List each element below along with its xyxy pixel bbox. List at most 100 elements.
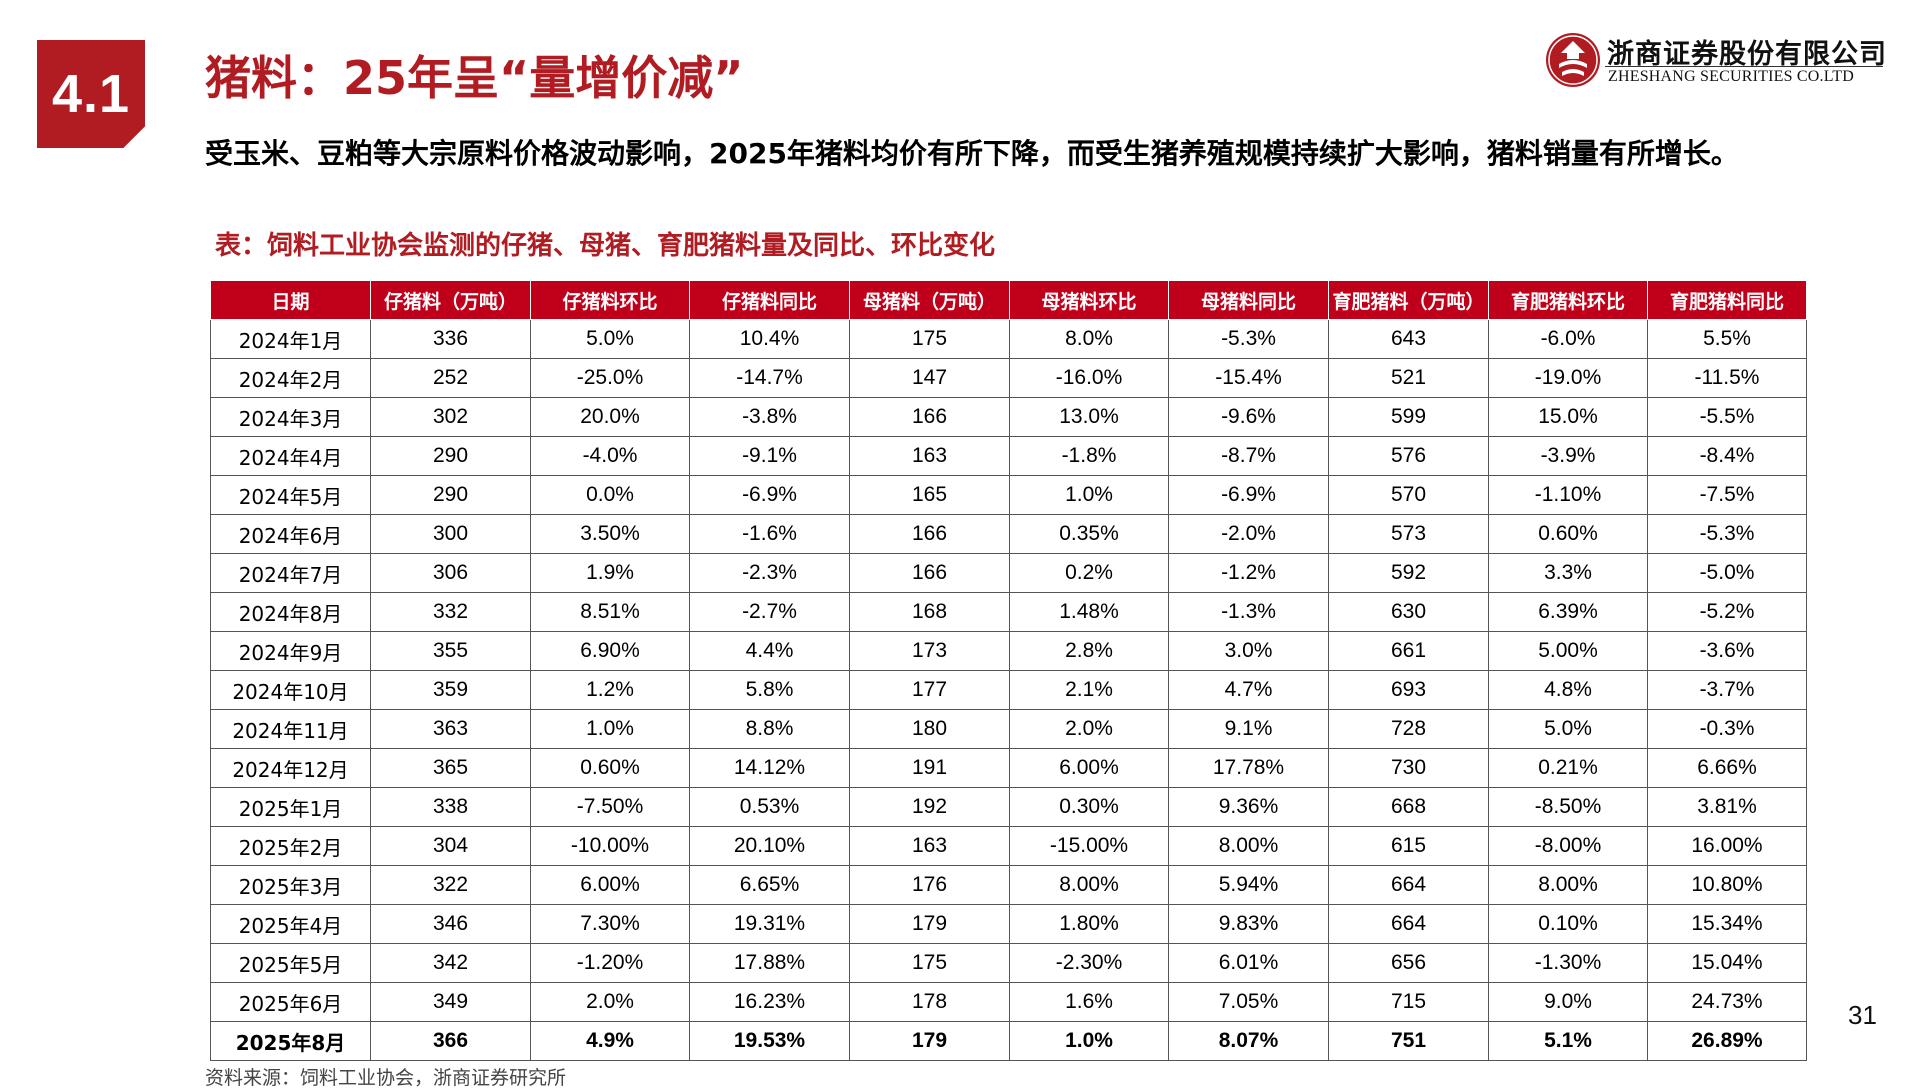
header-finishing-yoy: 育肥猪料同比 <box>1647 280 1807 320</box>
table-cell: -1.10% <box>1488 475 1648 515</box>
table-cell: 1.0% <box>530 709 690 749</box>
table-cell: 166 <box>849 553 1010 593</box>
header-date: 日期 <box>210 280 371 320</box>
table-row: 2024年5月 290 0.0% -6.9% 165 1.0% -6.9% 570 -1.10%… <box>210 475 1807 515</box>
table-cell: -5.0% <box>1647 553 1807 593</box>
table-row: 2025年4月 346 7.30% 19.31% 179 1.80% 9.83% 664 0.1… <box>210 904 1807 944</box>
table-cell: -3.8% <box>689 397 850 437</box>
table-cell: -9.1% <box>689 436 850 476</box>
table-cell: 15.34% <box>1647 904 1807 944</box>
table-cell: 24.73% <box>1647 982 1807 1022</box>
table-cell: 366 <box>370 1021 531 1061</box>
table-row: 2024年9月 355 6.90% 4.4% 173 2.8% 3.0% 661 5.00% -3… <box>210 631 1807 671</box>
table-cell: 6.66% <box>1647 748 1807 788</box>
table-row: 2025年2月 304 -10.00% 20.10% 163 -15.00% 8.00% 61… <box>210 826 1807 866</box>
table-cell: 728 <box>1328 709 1489 749</box>
table-cell: -8.50% <box>1488 787 1648 827</box>
table-row: 2024年10月 359 1.2% 5.8% 177 2.1% 4.7% 693 4.8% -3.… <box>210 670 1807 710</box>
logo-name-cn: 浙商证券股份有限公司 <box>1607 39 1887 70</box>
table-cell-date: 2024年9月 <box>210 631 371 671</box>
table-cell: 180 <box>849 709 1010 749</box>
table-cell: 4.7% <box>1168 670 1329 710</box>
table-cell: -15.4% <box>1168 358 1329 398</box>
table-cell: 163 <box>849 826 1010 866</box>
table-cell: 179 <box>849 1021 1010 1061</box>
table-cell: 8.00% <box>1009 865 1169 905</box>
table-cell: -1.3% <box>1168 592 1329 632</box>
table-cell: -8.7% <box>1168 436 1329 476</box>
company-logo: 浙商证券股份有限公司 ZHESHANG SECURITIES CO.LTD <box>1545 30 1887 90</box>
table-header-row: 日期 仔猪料（万吨） 仔猪料环比 仔猪料同比 母猪料（万吨） 母猪料环比 母猪料… <box>210 280 1807 320</box>
table-cell: 8.00% <box>1168 826 1329 866</box>
table-cell: 363 <box>370 709 531 749</box>
table-cell: 5.8% <box>689 670 850 710</box>
table-cell: 166 <box>849 397 1010 437</box>
header-piglet-yoy: 仔猪料同比 <box>689 280 850 320</box>
table-cell: 302 <box>370 397 531 437</box>
table-cell-date: 2024年11月 <box>210 709 371 749</box>
table-cell: 6.39% <box>1488 592 1648 632</box>
table-cell: -1.2% <box>1168 553 1329 593</box>
table-row: 2024年7月 306 1.9% -2.3% 166 0.2% -1.2% 592 3.3% -5… <box>210 553 1807 593</box>
table-cell: 6.01% <box>1168 943 1329 983</box>
table-cell: -9.6% <box>1168 397 1329 437</box>
table-cell: 0.10% <box>1488 904 1648 944</box>
table-cell-date: 2024年1月 <box>210 319 371 359</box>
table-cell: -14.7% <box>689 358 850 398</box>
table-cell-date: 2024年8月 <box>210 592 371 632</box>
table-cell: 630 <box>1328 592 1489 632</box>
table-cell: 2.0% <box>1009 709 1169 749</box>
table-cell: -6.0% <box>1488 319 1648 359</box>
table-cell-date: 2024年4月 <box>210 436 371 476</box>
table-cell: 664 <box>1328 865 1489 905</box>
table-cell: 5.5% <box>1647 319 1807 359</box>
table-cell: 9.83% <box>1168 904 1329 944</box>
table-cell: 0.30% <box>1009 787 1169 827</box>
table-cell: 338 <box>370 787 531 827</box>
table-cell: 693 <box>1328 670 1489 710</box>
section-number-badge: 4.1 <box>37 40 145 148</box>
table-cell: 349 <box>370 982 531 1022</box>
table-row: 2025年8月 366 4.9% 19.53% 179 1.0% 8.07% 751 5.1% 2… <box>210 1021 1807 1061</box>
table-cell: -16.0% <box>1009 358 1169 398</box>
table-cell: 1.80% <box>1009 904 1169 944</box>
table-cell: 13.0% <box>1009 397 1169 437</box>
table-cell: 290 <box>370 475 531 515</box>
table-cell: 570 <box>1328 475 1489 515</box>
table-cell: 599 <box>1328 397 1489 437</box>
table-cell: 179 <box>849 904 1010 944</box>
table-cell: -2.3% <box>689 553 850 593</box>
table-cell: 3.0% <box>1168 631 1329 671</box>
table-cell: 2.8% <box>1009 631 1169 671</box>
table-cell: 17.78% <box>1168 748 1329 788</box>
table-cell: 168 <box>849 592 1010 632</box>
table-cell: 19.53% <box>689 1021 850 1061</box>
table-cell: 1.0% <box>1009 1021 1169 1061</box>
table-cell: 2.1% <box>1009 670 1169 710</box>
table-cell: -5.3% <box>1647 514 1807 554</box>
table-cell: 0.2% <box>1009 553 1169 593</box>
table-cell: 163 <box>849 436 1010 476</box>
table-cell: -3.6% <box>1647 631 1807 671</box>
table-cell: 8.07% <box>1168 1021 1329 1061</box>
table-cell: -3.7% <box>1647 670 1807 710</box>
table-cell: 192 <box>849 787 1010 827</box>
table-cell: 4.8% <box>1488 670 1648 710</box>
table-cell-date: 2024年7月 <box>210 553 371 593</box>
table-cell: 1.48% <box>1009 592 1169 632</box>
table-row: 2024年3月 302 20.0% -3.8% 166 13.0% -9.6% 599 15.0… <box>210 397 1807 437</box>
table-cell: 19.31% <box>689 904 850 944</box>
table-row: 2024年8月 332 8.51% -2.7% 168 1.48% -1.3% 630 6.39… <box>210 592 1807 632</box>
logo-name-en: ZHESHANG SECURITIES CO.LTD <box>1608 68 1854 85</box>
table-row: 2024年2月 252 -25.0% -14.7% 147 -16.0% -15.4% 521… <box>210 358 1807 398</box>
table-cell: 6.00% <box>530 865 690 905</box>
table-cell: 4.9% <box>530 1021 690 1061</box>
table-row: 2024年4月 290 -4.0% -9.1% 163 -1.8% -8.7% 576 -3.9… <box>210 436 1807 476</box>
table-cell: -6.9% <box>689 475 850 515</box>
table-cell: 8.8% <box>689 709 850 749</box>
table-cell: -2.30% <box>1009 943 1169 983</box>
table-cell-date: 2024年2月 <box>210 358 371 398</box>
table-cell-date: 2024年6月 <box>210 514 371 554</box>
table-cell: -1.30% <box>1488 943 1648 983</box>
table-cell: 355 <box>370 631 531 671</box>
